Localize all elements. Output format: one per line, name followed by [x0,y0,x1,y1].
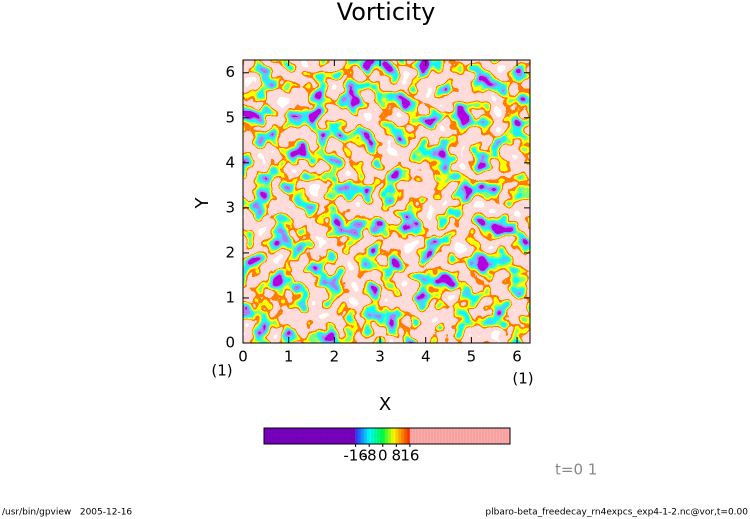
colorbar-tick-label: 0 [378,447,388,465]
colorbar-tick-label: -8 [362,447,377,465]
x-axis-label: X [379,394,391,415]
footer-left: /usr/bin/gpview 2005-12-16 [2,508,132,518]
axis-note: (1) [211,362,232,380]
colorbar-mid [355,428,410,444]
footer-right: plbaro-beta_freedecay_rn4expcs_exp4-1-2.… [485,508,748,518]
x-tick-label: 3 [375,348,385,366]
y-tick-label: 3 [225,198,235,216]
y-axis-label: Y [192,197,213,210]
y-tick-label: 1 [225,288,235,306]
colorbar-tick-label: -16 [343,447,368,465]
y-tick-label: 6 [225,63,235,81]
x-tick-label: 1 [284,348,294,366]
y-tick-label: 4 [225,153,235,171]
colorbar-tick-label: 8 [392,447,402,465]
plot-frame [242,59,531,344]
colorbar-low [264,428,356,444]
colorbar-tick-label: 16 [400,447,419,465]
x-tick-label: 0 [238,348,248,366]
x-tick-label: 2 [330,348,340,366]
axis-note: (1) [512,370,533,388]
colorbar-frame [263,427,511,445]
time-label: t=0 1 [555,461,597,479]
x-tick-label: 6 [512,348,522,366]
x-tick-label: 4 [421,348,431,366]
y-tick-label: 5 [225,108,235,126]
vorticity-field [243,60,530,343]
y-tick-label: 0 [225,334,235,352]
chart-title: Vorticity [337,0,436,26]
colorbar-high [409,428,510,444]
x-tick-label: 5 [467,348,477,366]
y-tick-label: 2 [225,243,235,261]
